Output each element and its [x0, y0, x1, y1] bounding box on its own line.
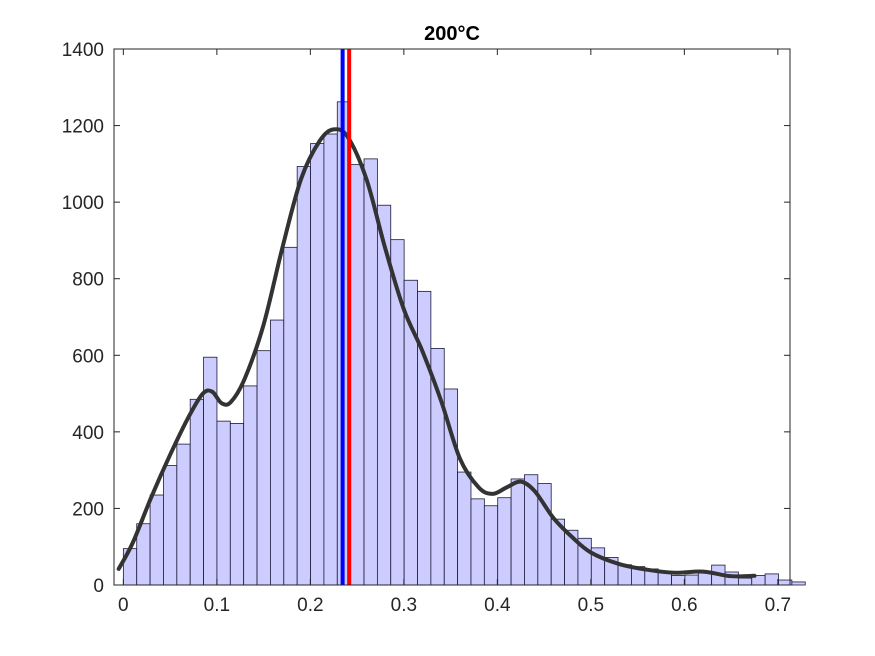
- x-tick-label: 0.3: [391, 595, 417, 616]
- x-tick-label: 0.7: [765, 595, 791, 616]
- chart-title: 200°C: [424, 23, 480, 45]
- histogram-bar: [176, 443, 191, 586]
- histogram-bar: [310, 143, 325, 586]
- vertical-lines: [340, 49, 352, 585]
- histogram-bar: [684, 574, 699, 586]
- histogram-bar: [229, 423, 245, 586]
- histogram-bar: [283, 246, 298, 586]
- histogram-bar: [470, 498, 485, 586]
- x-tick-label: 0.5: [578, 595, 604, 616]
- histogram-bar: [671, 575, 686, 586]
- histogram-bar: [323, 133, 338, 586]
- axis-ticks: [114, 48, 790, 586]
- y-tick-label: 0: [93, 576, 104, 597]
- y-tick-label: 1400: [62, 40, 104, 61]
- histogram-bar: [296, 166, 311, 586]
- histogram-bar: [256, 350, 271, 586]
- y-tick-labels: 0 200 400 600 800 1000 1200 1400: [62, 40, 104, 597]
- x-tick-label: 0.2: [297, 595, 323, 616]
- density-curve: [116, 127, 757, 579]
- y-tick-label: 600: [72, 346, 104, 367]
- y-tick-label: 1200: [62, 117, 104, 138]
- histogram-bar: [417, 290, 432, 586]
- x-tick-label: 0: [118, 595, 129, 616]
- histogram-bar: [764, 573, 779, 586]
- histogram-bar: [149, 494, 164, 586]
- histogram-bar: [163, 465, 178, 586]
- x-tick-label: 0.4: [484, 595, 511, 616]
- histogram-bar: [510, 478, 525, 586]
- y-tick-label: 1000: [62, 193, 104, 214]
- x-tick-labels: 0 0.1 0.2 0.3 0.4 0.5 0.6 0.7: [118, 595, 791, 616]
- histogram-bar: [350, 164, 365, 586]
- histogram-bar: [737, 577, 753, 586]
- axes-box: [113, 48, 791, 586]
- histogram-bar: [189, 398, 204, 586]
- histogram-bar: [363, 158, 378, 586]
- histogram-bar: [270, 319, 285, 586]
- histogram-bar: [483, 505, 499, 586]
- y-tick-label: 200: [72, 499, 104, 520]
- y-tick-label: 800: [72, 270, 104, 291]
- histogram-bar: [497, 497, 512, 586]
- histogram-bar: [430, 347, 445, 586]
- histogram-bar: [791, 581, 806, 586]
- y-tick-label: 400: [72, 423, 104, 444]
- histogram-bar: [457, 471, 472, 586]
- histogram-bar: [243, 385, 258, 586]
- density-curve-layer: [116, 127, 757, 579]
- x-tick-label: 0.6: [671, 595, 697, 616]
- histogram-bars: [122, 101, 806, 586]
- histogram-bar: [216, 420, 231, 586]
- x-tick-label: 0.1: [204, 595, 230, 616]
